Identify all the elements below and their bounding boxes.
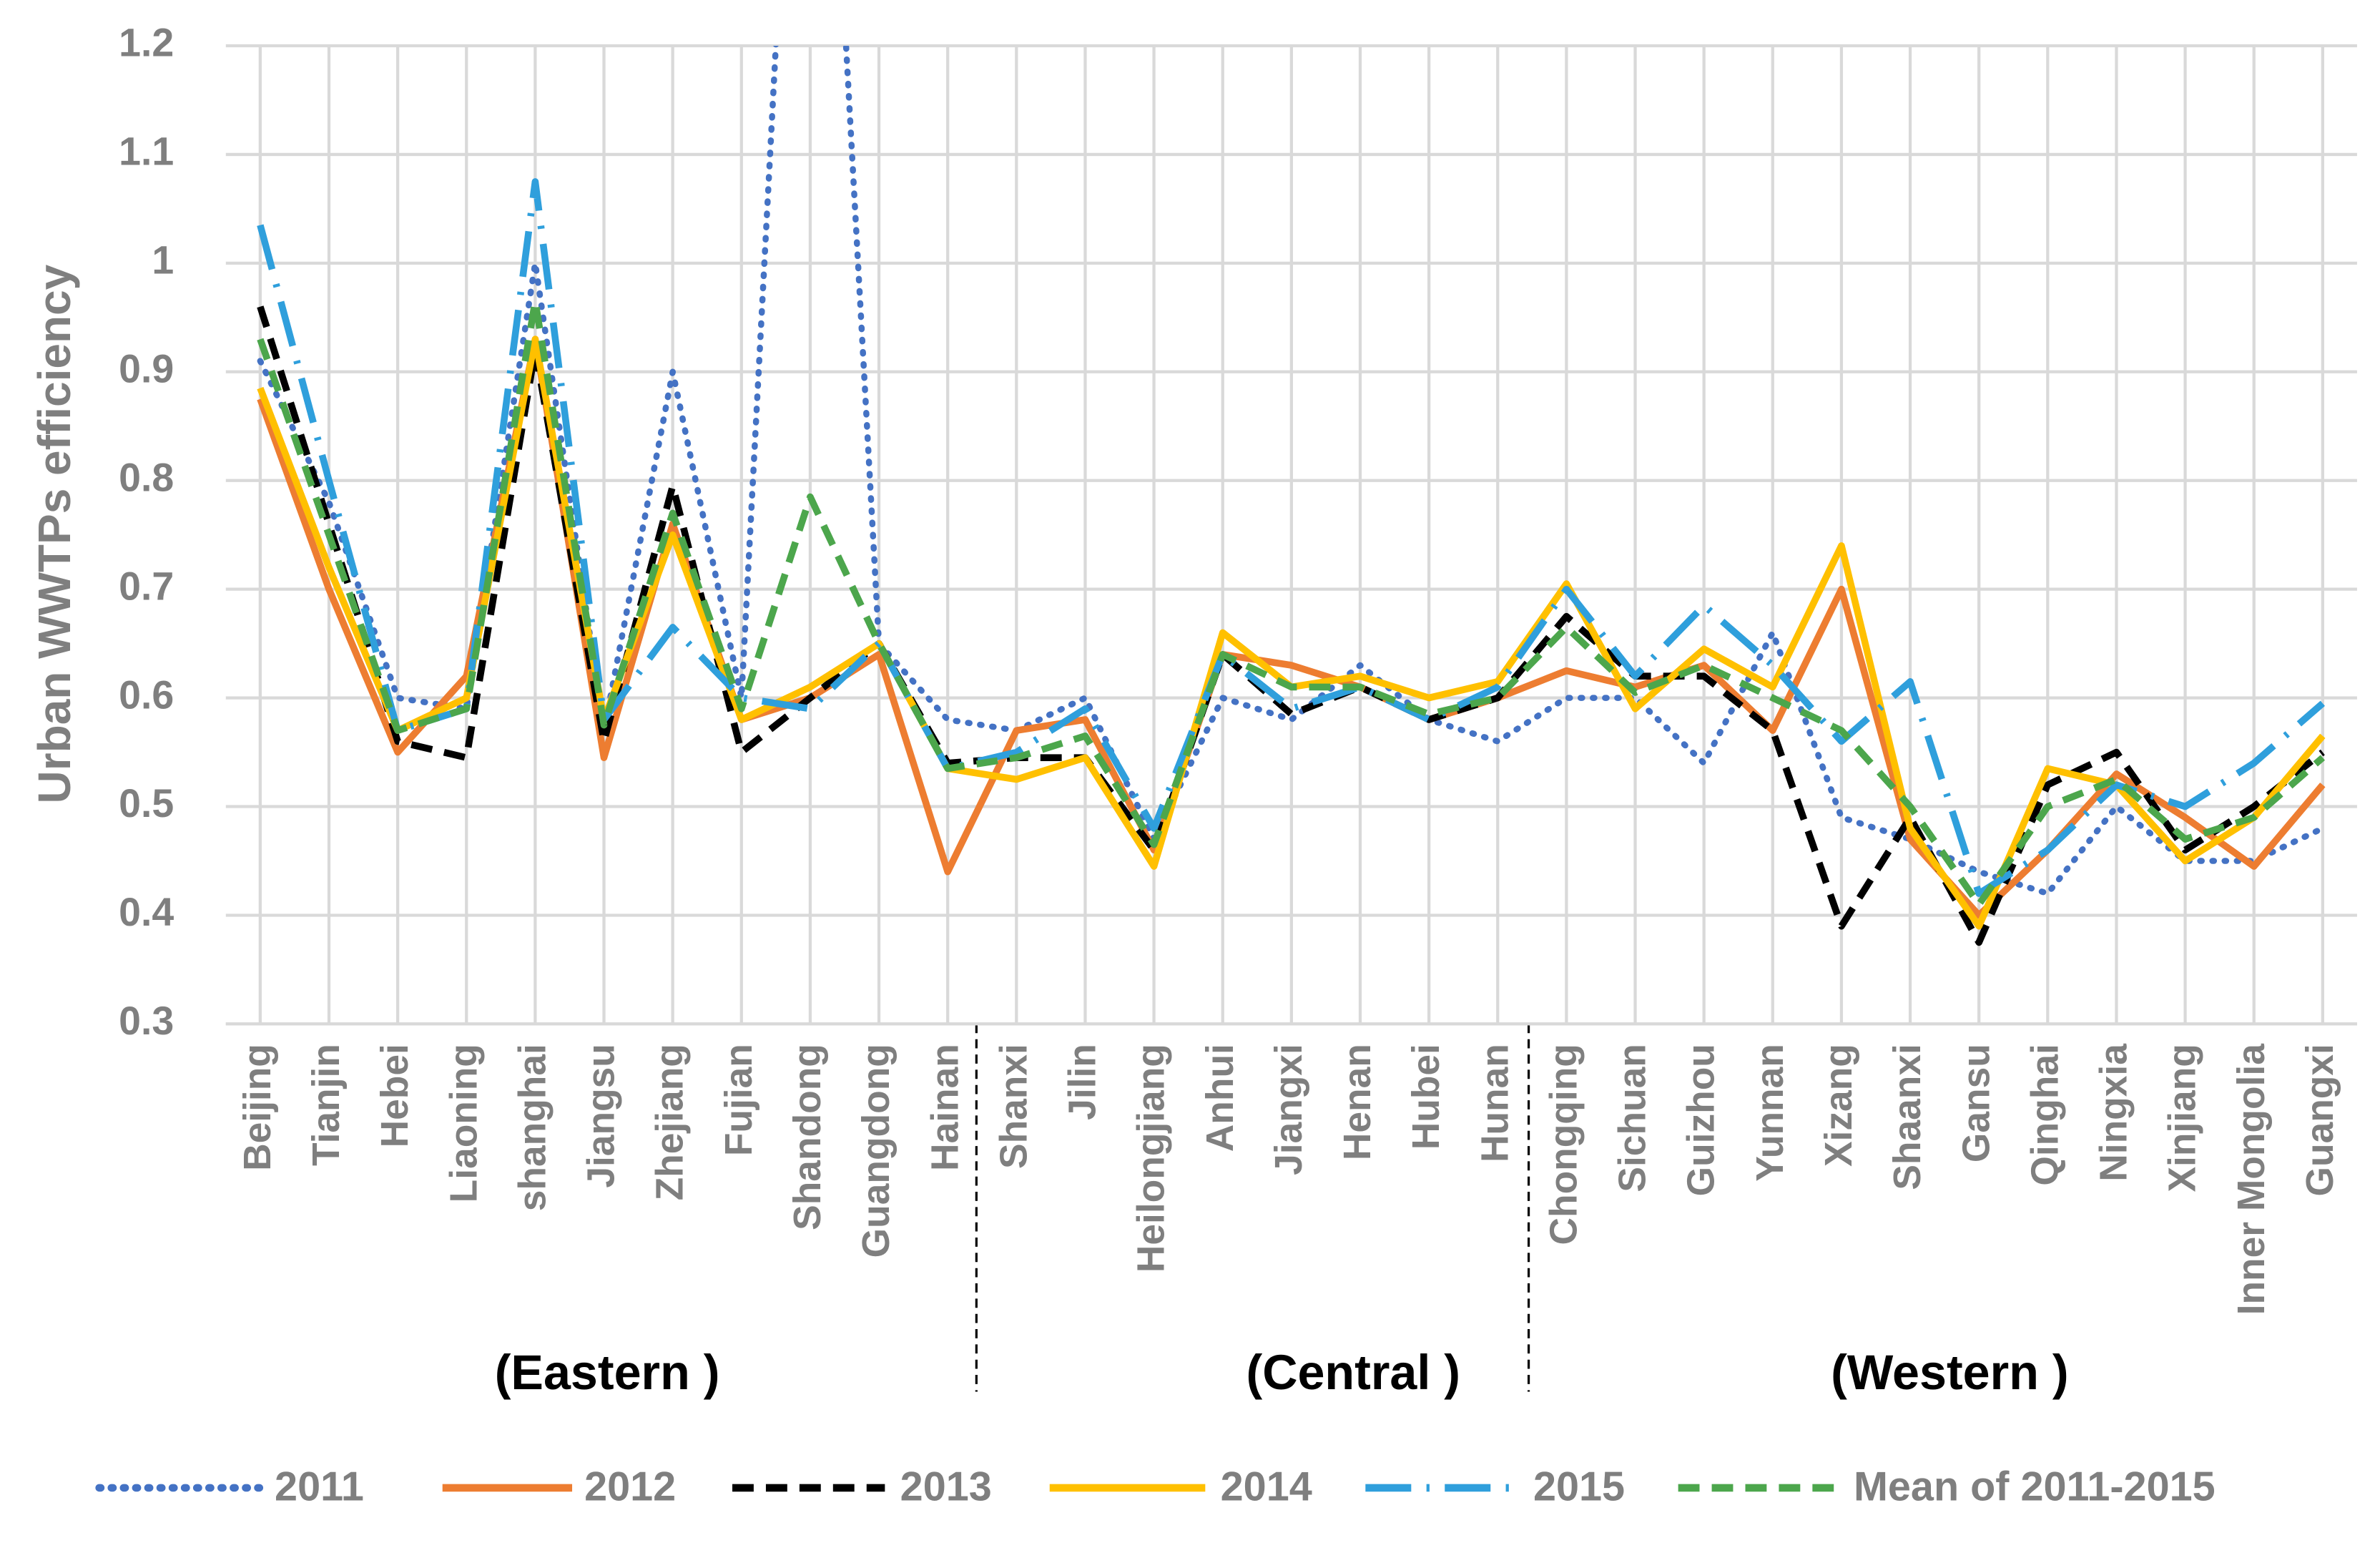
x-tick-label: Xinjiang (2162, 1044, 2204, 1192)
y-tick-label: 0.9 (119, 346, 174, 391)
legend-label: 2011 (275, 1464, 364, 1509)
legend-label: 2012 (584, 1464, 676, 1509)
y-tick-label: 1.2 (119, 21, 174, 65)
x-tick-label: Liaoning (443, 1044, 485, 1202)
x-tick-label: Hubei (1405, 1044, 1447, 1150)
x-tick-label: Jilin (1062, 1044, 1104, 1120)
region-label: (Central ) (1246, 1346, 1460, 1400)
x-tick-label: Beijing (237, 1044, 279, 1171)
y-tick-label: 0.5 (119, 781, 174, 826)
legend-label: 2015 (1533, 1464, 1625, 1509)
legend-label: Mean of 2011-2015 (1854, 1464, 2216, 1509)
series-line (257, 305, 2325, 946)
series-line (257, 335, 2326, 919)
x-tick-label: Xizang (1818, 1044, 1860, 1167)
x-tick-label: Hunan (1474, 1044, 1516, 1162)
x-tick-label: Heilongjiang (1131, 1044, 1173, 1273)
legend-label: 2014 (1221, 1464, 1312, 1509)
x-tick-label: Sichuan (1612, 1044, 1654, 1192)
x-tick-label: Shaanxi (1887, 1044, 1929, 1190)
y-tick-label: 0.3 (119, 999, 174, 1043)
x-tick-label: Hebei (374, 1044, 416, 1147)
x-tick-label: Shandong (787, 1044, 829, 1230)
x-tick-label: Henan (1337, 1044, 1379, 1160)
series-line (257, 298, 2326, 908)
region-label: (Eastern ) (495, 1346, 720, 1400)
x-tick-label: Chongqing (1543, 1044, 1585, 1245)
y-tick-label: 0.7 (119, 564, 174, 608)
x-tick-label: Ningxia (2093, 1044, 2135, 1182)
y-tick-label: 0.8 (119, 455, 174, 499)
x-tick-label: Jiangsu (581, 1044, 623, 1188)
x-tick-label: Anhui (1199, 1044, 1241, 1152)
y-tick-label: 1.1 (119, 129, 174, 174)
y-tick-label: 0.4 (119, 890, 174, 934)
x-tick-label: Hainan (924, 1044, 966, 1171)
x-tick-label: Guangxi (2299, 1044, 2341, 1196)
x-tick-label: Guizhou (1681, 1044, 1723, 1196)
y-tick-label: 0.6 (119, 672, 174, 717)
region-label: (Western ) (1831, 1346, 2068, 1400)
y-tick-label: 1 (152, 238, 174, 283)
x-tick-label: Inner Mongolia (2231, 1044, 2273, 1316)
x-tick-label: Zhejiang (649, 1044, 692, 1200)
x-tick-label: Yunnan (1749, 1044, 1791, 1182)
x-tick-label: Fujian (718, 1044, 760, 1156)
legend-label: 2013 (900, 1464, 992, 1509)
y-axis-title: Urban WWTPs efficiency (29, 264, 80, 803)
x-tick-label: Jiangxi (1268, 1044, 1310, 1175)
x-tick-label: Gansu (1955, 1044, 1997, 1162)
x-tick-label: Qinghai (2024, 1044, 2066, 1186)
x-tick-label: shanghai (511, 1044, 554, 1211)
plot-area (257, 45, 2326, 946)
x-tick-label: Tianjin (305, 1044, 348, 1166)
x-tick-label: Shanxi (993, 1044, 1035, 1169)
x-tick-label: Guangdong (855, 1044, 898, 1258)
